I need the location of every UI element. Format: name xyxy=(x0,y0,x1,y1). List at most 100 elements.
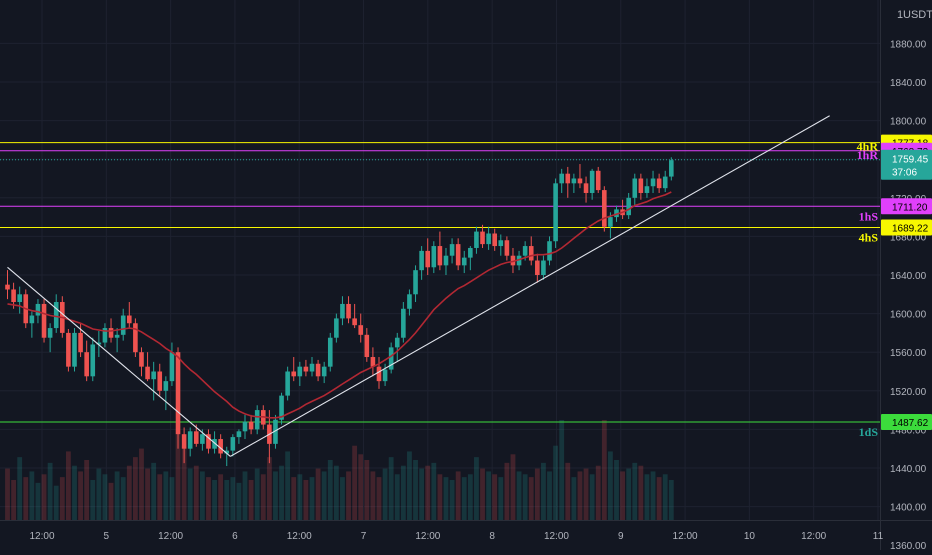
currency-label[interactable]: 1 USDT xyxy=(897,9,932,21)
trendlines[interactable] xyxy=(7,115,830,457)
trendline[interactable] xyxy=(7,266,231,457)
candle xyxy=(443,247,449,275)
price-tick-label: 1840.00 xyxy=(890,78,927,89)
candle-body xyxy=(480,231,485,245)
candle xyxy=(401,302,406,343)
candle-body xyxy=(102,328,108,343)
horizontal-levels[interactable] xyxy=(0,142,880,423)
candle xyxy=(193,424,199,447)
volume-bar xyxy=(78,471,83,520)
volume-bar xyxy=(346,471,351,520)
candle xyxy=(230,434,236,457)
candle xyxy=(595,166,601,193)
candle-body xyxy=(535,260,540,275)
volume-bar xyxy=(84,460,90,520)
volume-bar xyxy=(248,480,254,520)
volume-bar xyxy=(47,462,53,520)
candle-body xyxy=(181,434,187,449)
candle xyxy=(145,352,150,382)
candle xyxy=(492,228,497,251)
candle xyxy=(41,299,47,343)
candle xyxy=(327,332,333,372)
price-tick-label: 1400.00 xyxy=(890,503,927,514)
time-tick-label: 12:00 xyxy=(673,531,698,542)
volume-bar xyxy=(601,420,607,520)
candle-body xyxy=(443,255,449,266)
volume-bar xyxy=(504,462,510,520)
volume-bar xyxy=(461,477,467,520)
candle-body xyxy=(553,183,558,242)
candle xyxy=(547,236,552,266)
candle xyxy=(96,330,102,358)
grid-lines xyxy=(0,0,880,546)
volume-bar xyxy=(534,468,540,520)
candle xyxy=(376,357,382,389)
time-axis[interactable] xyxy=(0,520,932,550)
candle-body xyxy=(66,332,71,367)
volume-bar xyxy=(370,471,376,520)
candle xyxy=(285,366,290,401)
candle-body xyxy=(187,431,193,449)
candle-body xyxy=(656,178,662,189)
price-axis-ticks: 1360.00 1400.00 1440.00 1480.00 1520.00 1560.… xyxy=(890,39,927,552)
volume-bar xyxy=(5,468,10,520)
price-tick-label: 1360.00 xyxy=(890,541,927,550)
volume-bar xyxy=(571,477,577,520)
candle-body xyxy=(315,363,321,377)
volume-bar xyxy=(169,477,175,520)
volume-bar xyxy=(565,462,571,520)
level-label-1hS: 1hS xyxy=(859,209,879,223)
volume-bar xyxy=(467,474,473,520)
candle xyxy=(431,241,437,274)
candle-body xyxy=(200,434,205,444)
last-price-countdown: 37:06 xyxy=(892,168,917,179)
trendline[interactable] xyxy=(230,115,830,457)
volume-bar xyxy=(224,480,230,520)
level-tag-value: 1689.22 xyxy=(892,224,929,235)
candle-body xyxy=(382,369,388,382)
candle xyxy=(273,414,278,449)
volume-bar xyxy=(151,462,157,520)
volume-bar xyxy=(41,474,47,520)
candle-body xyxy=(254,410,260,430)
time-tick-label: 10 xyxy=(744,531,756,542)
candle-body xyxy=(577,178,583,184)
volume-bar xyxy=(498,477,504,520)
volume-bar xyxy=(480,468,485,520)
volume-bar xyxy=(620,471,625,520)
volume-bar xyxy=(291,477,297,520)
candle xyxy=(577,164,583,189)
candle-body xyxy=(206,434,211,449)
price-tick-label: 1520.00 xyxy=(890,387,927,398)
volume-bar xyxy=(90,480,96,520)
volume-bar xyxy=(644,474,650,520)
candle-body xyxy=(212,439,217,449)
time-axis-ticks: 12:00 5 12:00 6 12:00 7 12:00 8 12:00 9 12:00 10 12:… xyxy=(29,531,883,542)
candle xyxy=(133,318,138,358)
price-axis[interactable] xyxy=(880,0,932,520)
volume-bar xyxy=(193,465,199,520)
candle xyxy=(102,323,108,348)
candle-body xyxy=(291,371,297,377)
candle-body xyxy=(364,334,370,358)
volume-bar xyxy=(413,460,418,520)
level-tag-value: 1487.62 xyxy=(892,418,929,429)
volume-bar xyxy=(321,471,327,520)
volume-bar xyxy=(547,471,552,520)
candle-body xyxy=(413,270,418,295)
volume-bar xyxy=(327,460,333,520)
candle xyxy=(541,255,546,280)
currency-prefix: 1 xyxy=(897,9,903,21)
candle-body xyxy=(285,371,290,396)
candle xyxy=(187,427,193,457)
volume-bar xyxy=(340,477,345,520)
candle xyxy=(169,342,175,386)
candle xyxy=(53,294,59,333)
candle-body xyxy=(510,255,516,266)
volume-bar xyxy=(407,451,412,520)
volume-bar xyxy=(59,477,65,520)
candle xyxy=(248,414,254,435)
volume-bar xyxy=(297,474,303,520)
